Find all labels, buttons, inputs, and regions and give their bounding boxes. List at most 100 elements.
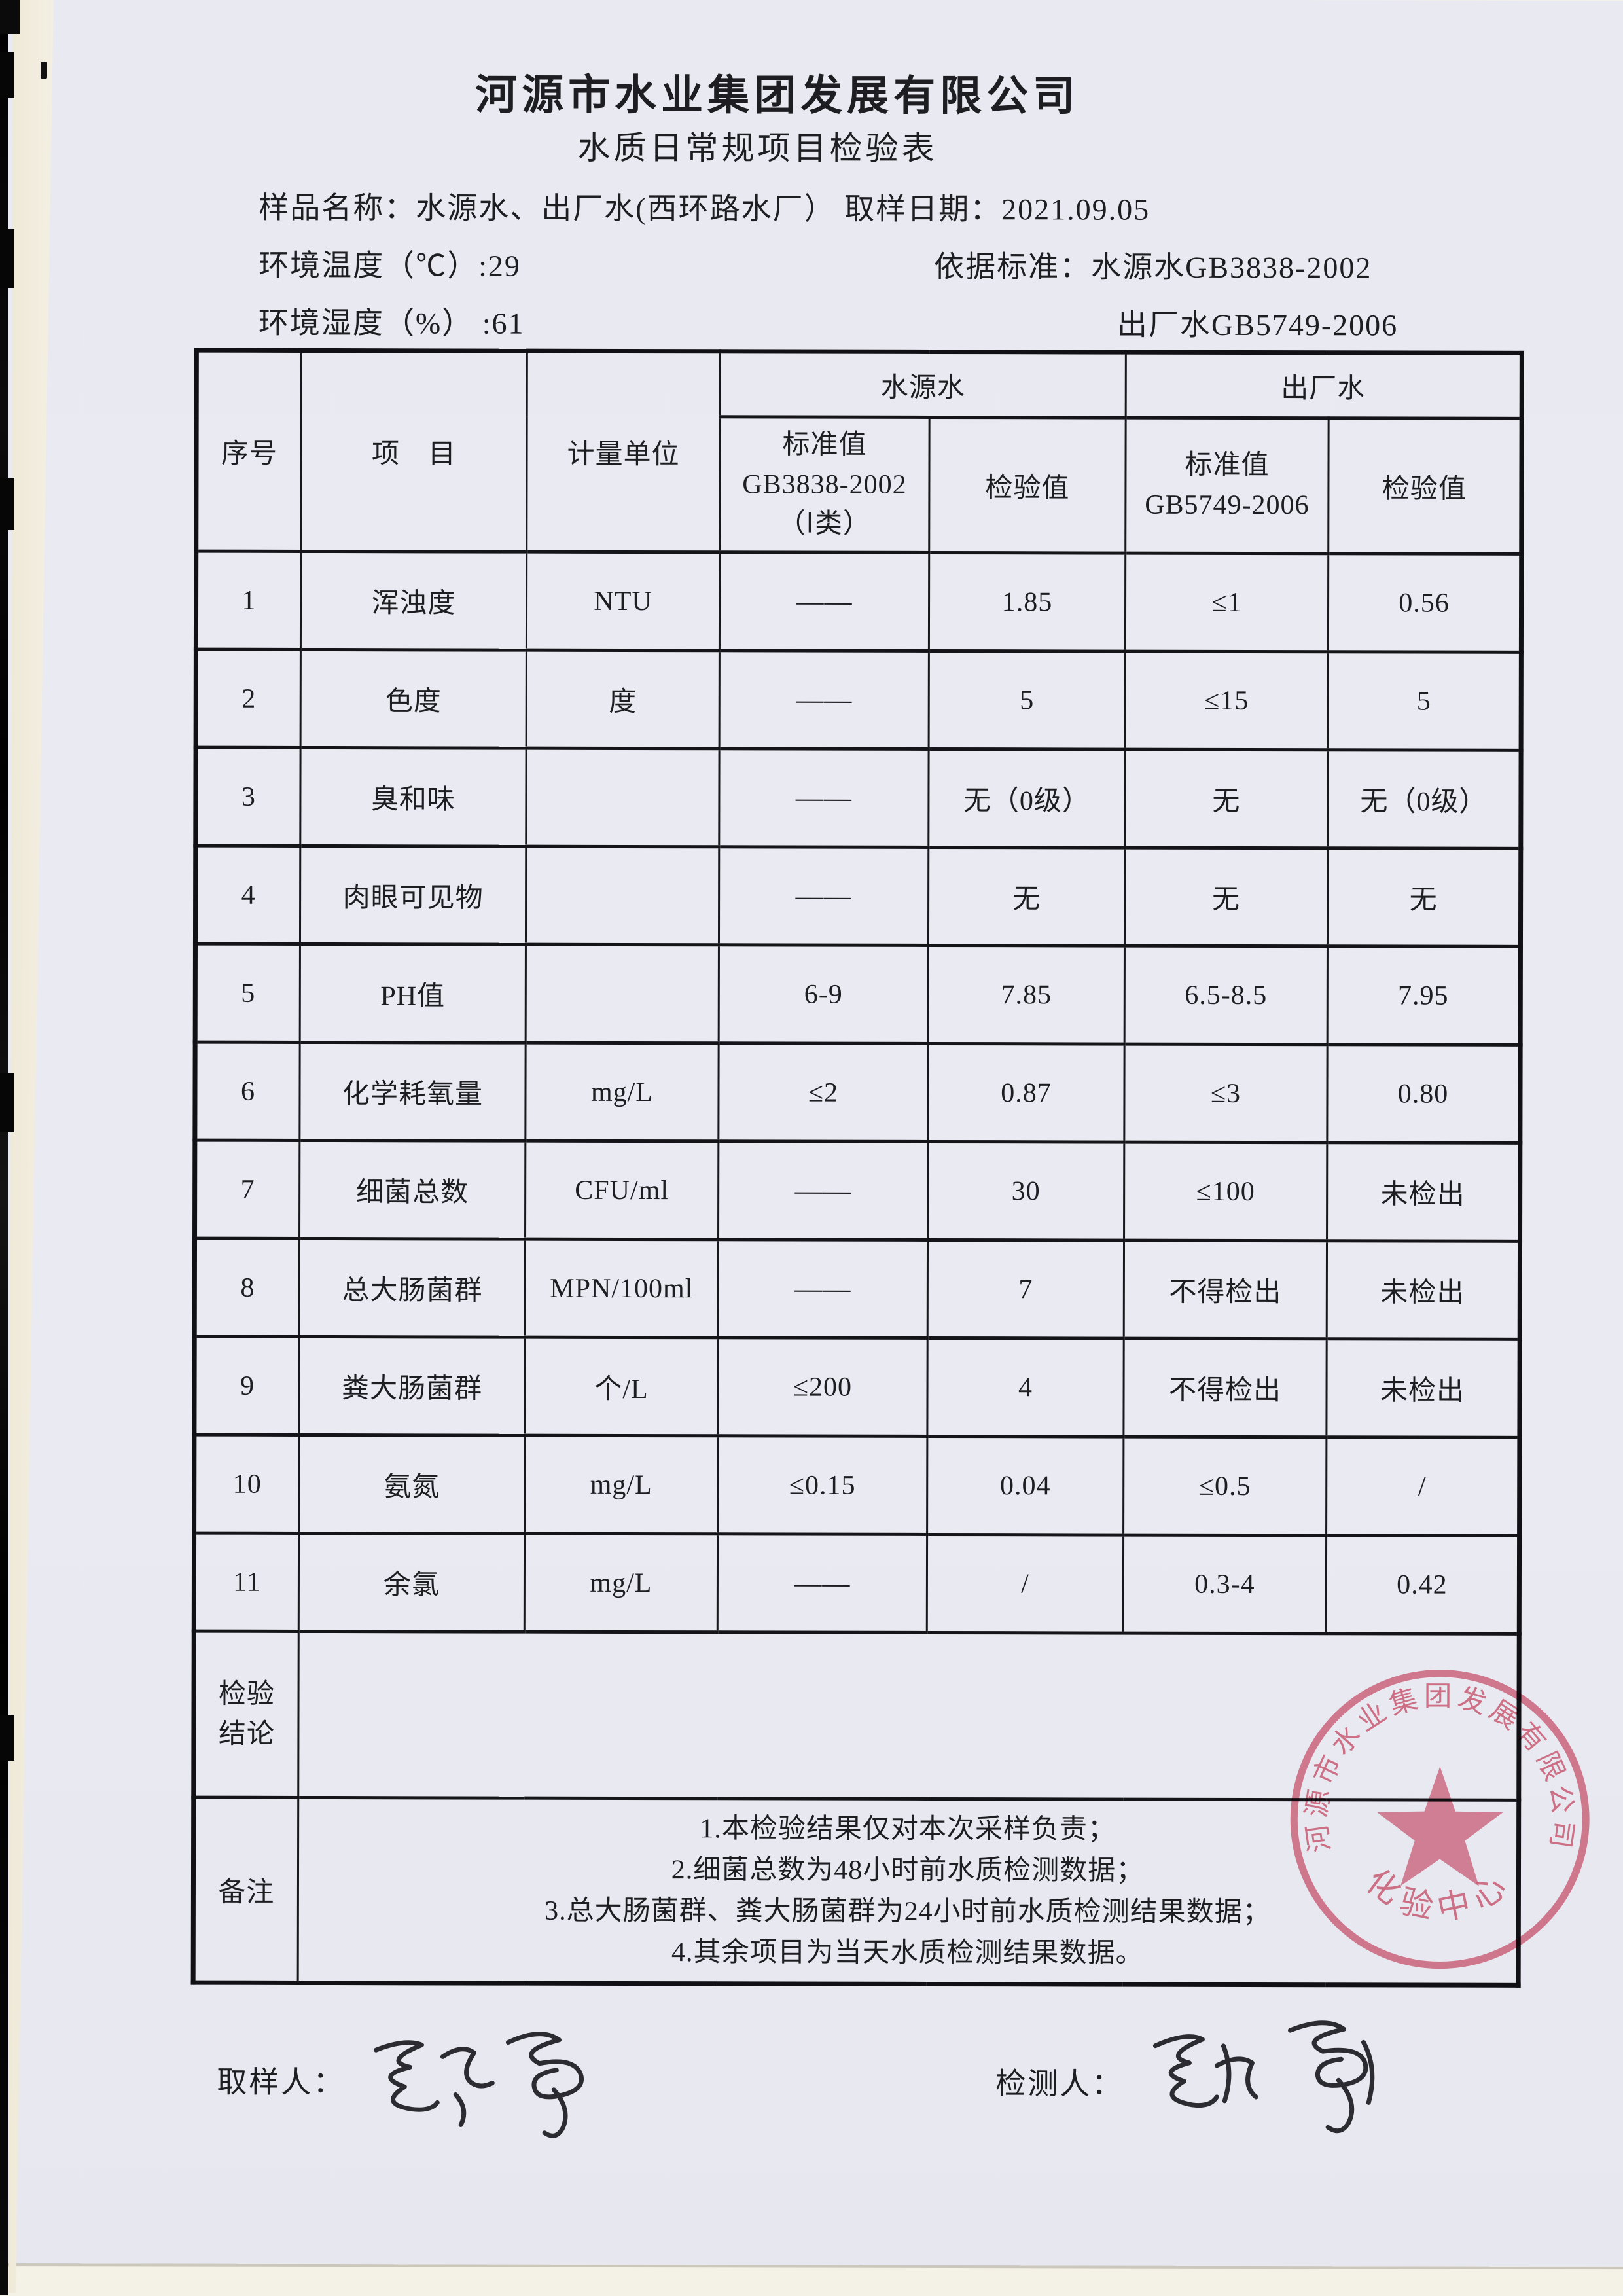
cell-item: 余氯 (298, 1533, 525, 1632)
cell-item: 肉眼可见物 (300, 846, 526, 945)
page-title: 河源市水业集团发展有限公司 (475, 71, 1080, 120)
cell-item: 粪大肠菌群 (298, 1336, 526, 1436)
cell-item: 总大肠菌群 (299, 1238, 526, 1338)
header-item: 项 目 (300, 350, 527, 552)
header-group-source-water: 水源水 (720, 351, 1126, 418)
header-outlet-standard: 标准值 GB5749-2006 (1125, 418, 1329, 554)
cell-no: 5 (195, 944, 300, 1043)
cell-item: 细菌总数 (299, 1140, 526, 1240)
cell-no: 10 (194, 1435, 299, 1534)
seal-ring (1290, 1670, 1590, 1969)
header-no: 序号 (196, 350, 302, 552)
cell-source-value: 0.04 (927, 1436, 1124, 1535)
cell-item: 化学耗氧量 (299, 1042, 526, 1141)
cell-outlet-value: 未检出 (1327, 1240, 1520, 1340)
cell-item: PH值 (300, 944, 526, 1043)
table-row: 10 氨氮 mg/L ≤0.15 0.04 ≤0.5 / (194, 1435, 1520, 1536)
table-row: 5 PH值 6-9 7.85 6.5-8.5 7.95 (195, 944, 1521, 1045)
cell-item: 浑浊度 (300, 551, 527, 651)
cell-unit (526, 748, 720, 847)
cell-source-standard: ≤2 (718, 1043, 929, 1142)
conclusion-label: 检验 结论 (193, 1631, 299, 1798)
cell-no: 9 (194, 1336, 300, 1435)
cell-unit (526, 846, 719, 945)
header-group-outlet-water: 出厂水 (1126, 352, 1522, 419)
header-unit: 计量单位 (526, 351, 721, 552)
cell-item: 色度 (300, 649, 527, 749)
header-group-row: 序号 项 目 计量单位 水源水 出厂水 (196, 350, 1522, 552)
seal-center-text: 化验中心 (1359, 1862, 1520, 1928)
cell-no: 11 (194, 1533, 299, 1632)
env-temperature: 环境温度（℃）:29 (259, 248, 521, 283)
cell-no: 3 (195, 747, 301, 846)
cell-outlet-value: 无（0级） (1327, 749, 1522, 849)
cell-source-value: 0.87 (927, 1043, 1125, 1143)
scan-artifact-dash (0, 52, 14, 98)
cell-source-value: / (927, 1534, 1124, 1634)
scan-artifact-corner (0, 0, 20, 34)
cell-source-standard: 6-9 (719, 944, 929, 1044)
scan-artifact-dash (0, 1073, 14, 1132)
sampler-label: 取样人： (217, 2065, 346, 2100)
cell-outlet-standard: 6.5-8.5 (1124, 946, 1328, 1045)
cell-outlet-value: 未检出 (1326, 1338, 1520, 1438)
cell-item: 臭和味 (300, 747, 527, 847)
cell-unit: CFU/ml (525, 1141, 719, 1240)
page-subtitle: 水质日常规项目检验表 (577, 129, 938, 167)
cell-unit: mg/L (525, 1043, 719, 1141)
remarks-label: 备注 (193, 1797, 298, 1983)
header-source-standard: 标准值 GB3838-2002 （Ⅰ类） (719, 416, 930, 553)
cell-source-value: 4 (927, 1338, 1124, 1437)
reference-standard: 依据标准：水源水GB3838-2002 (934, 249, 1372, 285)
scan-artifact-left-strip (0, 0, 8, 2295)
cell-outlet-value: 5 (1328, 651, 1522, 751)
cell-no: 1 (196, 551, 301, 650)
cell-outlet-value: 0.80 (1327, 1044, 1521, 1143)
company-seal: 河源市水业集团发展有限公司 化验中心 (1290, 1670, 1590, 1969)
cell-source-standard: —— (719, 748, 929, 848)
cell-source-standard: —— (719, 650, 929, 749)
cell-outlet-standard: 无 (1124, 749, 1329, 848)
seal-star-icon (1376, 1766, 1503, 1886)
cell-source-standard: —— (718, 1141, 928, 1240)
scan-artifact-speck (41, 62, 47, 79)
cell-outlet-standard: ≤3 (1124, 1044, 1328, 1143)
sampler-signature (373, 2032, 584, 2138)
cell-source-standard: ≤200 (717, 1337, 928, 1437)
cell-no: 4 (195, 846, 300, 944)
table-row: 3 臭和味 —— 无（0级） 无 无（0级） (195, 747, 1522, 849)
cell-unit: mg/L (524, 1534, 718, 1632)
env-humidity: 环境湿度（%） :61 (258, 306, 525, 340)
table-row: 7 细菌总数 CFU/ml —— 30 ≤100 未检出 (194, 1140, 1520, 1242)
table-row: 1 浑浊度 NTU —— 1.85 ≤1 0.56 (196, 551, 1522, 653)
cell-outlet-standard: 0.3-4 (1123, 1535, 1327, 1634)
cell-outlet-standard: ≤0.5 (1123, 1437, 1327, 1535)
cell-source-standard: —— (718, 1239, 928, 1338)
cell-outlet-value: 0.42 (1326, 1535, 1520, 1634)
cell-outlet-standard: ≤100 (1124, 1142, 1327, 1241)
cell-unit: 度 (526, 650, 720, 749)
cell-unit: mg/L (524, 1435, 718, 1534)
reference-standard-2: 出厂水GB5749-2006 (1116, 308, 1399, 342)
cell-outlet-value: 7.95 (1327, 946, 1521, 1045)
table-row: 11 余氯 mg/L —— / 0.3-4 0.42 (194, 1533, 1520, 1634)
cell-source-value: 无 (928, 847, 1125, 946)
header-outlet-value: 检验值 (1328, 418, 1522, 554)
tester-label: 检测人： (995, 2067, 1124, 2101)
cell-source-value: 无（0级） (928, 749, 1126, 848)
cell-source-value: 30 (927, 1141, 1124, 1241)
cell-no: 6 (194, 1042, 300, 1141)
sample-name-and-date: 样品名称：水源水、出厂水(西环路水厂） 取样日期：2021.09.05 (259, 190, 1150, 226)
cell-source-value: 1.85 (929, 552, 1126, 652)
cell-item: 氨氮 (298, 1435, 525, 1534)
cell-unit: 个/L (524, 1337, 719, 1436)
tester-signature (1152, 2020, 1375, 2134)
seal-graphics: 河源市水业集团发展有限公司 化验中心 (1290, 1670, 1590, 1969)
cell-outlet-standard: ≤15 (1125, 651, 1329, 750)
cell-outlet-standard: ≤1 (1125, 553, 1329, 652)
cell-unit: NTU (526, 552, 720, 651)
cell-unit: MPN/100ml (525, 1239, 719, 1338)
cell-no: 8 (194, 1238, 300, 1337)
cell-outlet-value: 无 (1327, 848, 1521, 947)
scan-artifact-page-edge (9, 0, 54, 2293)
